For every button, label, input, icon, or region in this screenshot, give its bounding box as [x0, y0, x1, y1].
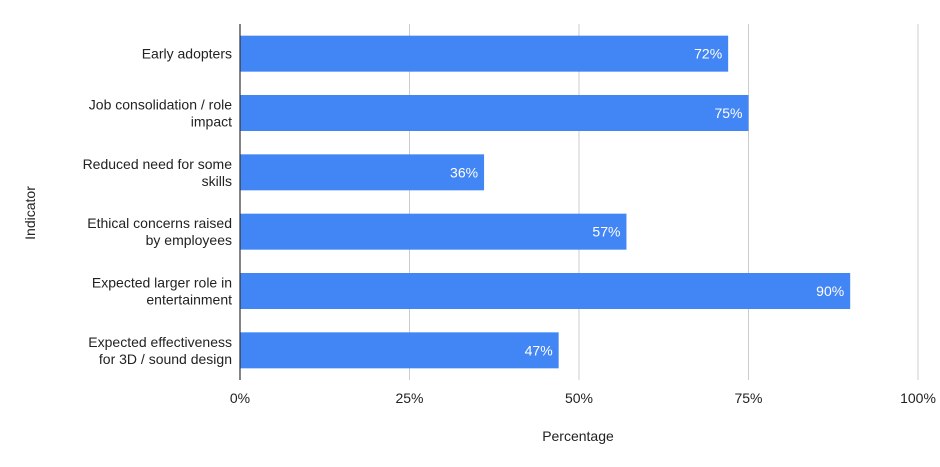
data-labels: 72% 75% 36% 57% 90% 47% — [450, 46, 844, 359]
category-label-line: impact — [191, 114, 232, 130]
bars — [240, 35, 851, 369]
bar-data-label: 72% — [694, 46, 722, 62]
bar-data-label: 57% — [592, 224, 620, 240]
x-tick-label: 25% — [395, 390, 423, 406]
category-label-line: Expected effectiveness — [88, 334, 232, 350]
x-tick-label: 0% — [230, 390, 250, 406]
category-label: Reduced need for some skills — [83, 156, 233, 189]
category-label-line: Expected larger role in — [92, 275, 232, 291]
grid-lines — [409, 24, 919, 380]
bar — [240, 95, 749, 131]
category-label: Job consolidation / role impact — [89, 97, 232, 130]
category-label: Ethical concerns raised by employees — [87, 215, 232, 248]
bar — [240, 332, 559, 369]
x-tick-label: 50% — [565, 390, 593, 406]
category-label: Expected larger role in entertainment — [92, 275, 232, 308]
category-label-line: Early adopters — [142, 46, 232, 62]
bar-data-label: 36% — [450, 164, 478, 180]
bar — [240, 154, 485, 191]
bar — [240, 35, 729, 72]
category-label-line: for 3D / sound design — [99, 351, 232, 367]
category-label: Early adopters — [142, 46, 232, 62]
category-label-line: entertainment — [146, 292, 232, 308]
y-axis-title: Indicator — [22, 186, 38, 240]
category-label-line: Job consolidation / role — [89, 97, 232, 113]
x-axis-title: Percentage — [542, 428, 614, 444]
bar-data-label: 75% — [714, 105, 742, 121]
category-label: Expected effectiveness for 3D / sound des… — [88, 334, 232, 367]
bar — [240, 273, 851, 309]
category-label-line: skills — [202, 173, 232, 189]
x-tick-label: 100% — [900, 390, 936, 406]
category-label-line: by employees — [146, 232, 232, 248]
bar — [240, 213, 627, 250]
category-label-line: Ethical concerns raised — [87, 215, 232, 231]
category-labels: Early adopters Job consolidation / role im… — [83, 46, 233, 367]
x-tick-labels: 0% 25% 50% 75% 100% — [230, 390, 936, 406]
x-tick-label: 75% — [734, 390, 762, 406]
bar-data-label: 90% — [816, 283, 844, 299]
category-label-line: Reduced need for some — [83, 156, 233, 172]
bar-data-label: 47% — [525, 342, 553, 358]
